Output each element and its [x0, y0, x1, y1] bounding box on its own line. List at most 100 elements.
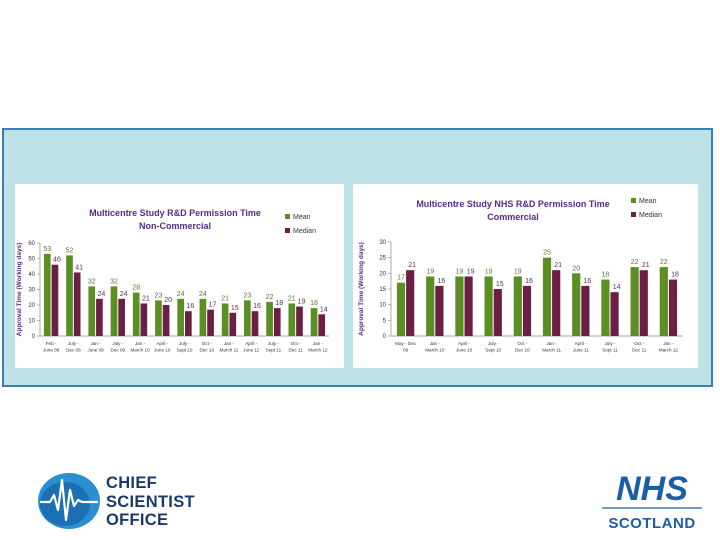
median-value-label: 16: [253, 303, 261, 310]
commercial-chart: Multicentre Study NHS R&D Permission Tim…: [353, 184, 698, 368]
legend-mean-label: Mean: [639, 198, 657, 205]
mean-value-label: 32: [110, 278, 118, 285]
median-value-label: 18: [275, 300, 283, 307]
category-label-line1: Jan -: [90, 341, 101, 346]
mean-value-label: 24: [199, 291, 207, 298]
median-bar: [318, 314, 326, 336]
cso-line-3: OFFICE: [106, 511, 169, 529]
median-value-label: 20: [164, 297, 172, 304]
category-label-line1: April -: [458, 341, 470, 346]
median-value-label: 24: [98, 291, 106, 298]
mean-value-label: 18: [310, 300, 318, 307]
mean-bar: [43, 253, 51, 336]
y-tick-label: 15: [379, 287, 386, 293]
mean-bar: [288, 303, 296, 336]
median-bar: [522, 285, 532, 336]
mean-bar: [310, 308, 318, 336]
category-label-line2: March 11: [220, 348, 239, 353]
median-bar: [435, 285, 444, 336]
mean-bar: [221, 303, 229, 336]
category-label-line1: July -: [68, 341, 79, 346]
median-bar: [96, 298, 103, 336]
category-label-line2: June 11: [573, 348, 589, 353]
median-bar: [552, 270, 561, 336]
median-bar: [273, 308, 281, 336]
mean-bar: [266, 301, 273, 336]
mean-value-label: 53: [43, 246, 51, 253]
median-bar: [229, 312, 237, 336]
median-bar: [51, 264, 59, 336]
median-value-label: 15: [231, 305, 239, 312]
mean-value-label: 28: [132, 285, 140, 292]
median-value-label: 21: [142, 295, 150, 302]
category-label-line2: March 12: [308, 348, 328, 353]
y-tick-label: 30: [28, 288, 35, 294]
y-tick-label: 5: [383, 318, 387, 324]
chief-scientist-office-wordmark: CHIEF SCIENTIST OFFICE: [106, 474, 195, 530]
category-label-line1: April -: [156, 341, 168, 346]
median-value-label: 14: [320, 306, 328, 313]
median-bar: [118, 298, 125, 336]
mean-bar: [132, 292, 140, 336]
median-value-label: 21: [408, 262, 416, 269]
mean-bar: [426, 276, 435, 336]
legend-median-swatch: [285, 228, 290, 233]
median-value-label: 24: [120, 291, 128, 298]
legend-mean-label: Mean: [293, 214, 311, 221]
non-commercial-chart: Multicentre Study R&D Permission Time Non…: [15, 184, 344, 368]
y-tick-label: 10: [28, 319, 35, 325]
mean-bar: [484, 276, 493, 336]
median-bar: [610, 292, 619, 336]
median-value-label: 21: [554, 262, 562, 269]
category-label-line2: Sept 10: [177, 348, 193, 353]
median-value-label: 16: [583, 278, 591, 285]
category-label-line2: March 12: [659, 348, 679, 353]
mean-bar: [155, 300, 162, 336]
mean-value-label: 25: [543, 250, 551, 257]
y-tick-label: 60: [28, 241, 35, 247]
legend-mean-swatch: [631, 198, 636, 203]
mean-value-label: 23: [155, 292, 163, 299]
category-label-line2: Dec 10: [199, 348, 214, 353]
category-label-line2: June 10: [456, 348, 473, 353]
median-value-label: 16: [437, 278, 445, 285]
category-label-line1: Jan -: [224, 341, 235, 346]
median-value-label: 16: [186, 303, 194, 310]
mean-value-label: 21: [221, 295, 229, 302]
category-label-line2: Dec 10: [515, 348, 530, 353]
category-label-line2: June 09: [87, 348, 104, 353]
median-value-label: 41: [75, 264, 83, 271]
mean-value-label: 19: [485, 268, 493, 275]
category-label-line1: July -: [179, 341, 190, 346]
category-label-line2: Dec 08: [66, 348, 81, 353]
mean-value-label: 22: [660, 259, 668, 266]
mean-value-label: 22: [266, 294, 274, 301]
y-tick-label: 30: [379, 240, 386, 246]
cso-line-1: CHIEF: [106, 474, 157, 492]
median-bar: [493, 289, 502, 336]
median-value-label: 17: [209, 302, 217, 309]
mean-value-label: 20: [572, 265, 580, 272]
median-bar: [296, 306, 303, 336]
median-value-label: 46: [53, 257, 61, 264]
median-value-label: 19: [467, 268, 475, 275]
category-label-line2: March 10: [130, 348, 150, 353]
mean-bar: [513, 276, 522, 336]
mean-bar: [659, 267, 668, 336]
median-bar: [639, 270, 648, 336]
chart-title: Multicentre Study NHS R&D Permission Tim…: [416, 199, 609, 209]
median-value-label: 18: [671, 272, 679, 279]
y-tick-label: 0: [32, 334, 36, 340]
mean-value-label: 19: [426, 268, 434, 275]
mean-bar: [66, 255, 73, 336]
mean-bar: [572, 273, 581, 336]
mean-value-label: 23: [243, 292, 251, 299]
mean-value-label: 22: [631, 259, 639, 266]
y-tick-label: 20: [28, 303, 35, 309]
category-label-line1: Feb -: [46, 341, 57, 346]
mean-value-label: 17: [397, 275, 405, 282]
category-label-line1: July -: [605, 341, 616, 346]
median-bar: [581, 285, 590, 336]
y-tick-label: 40: [28, 272, 35, 278]
median-value-label: 16: [525, 278, 533, 285]
